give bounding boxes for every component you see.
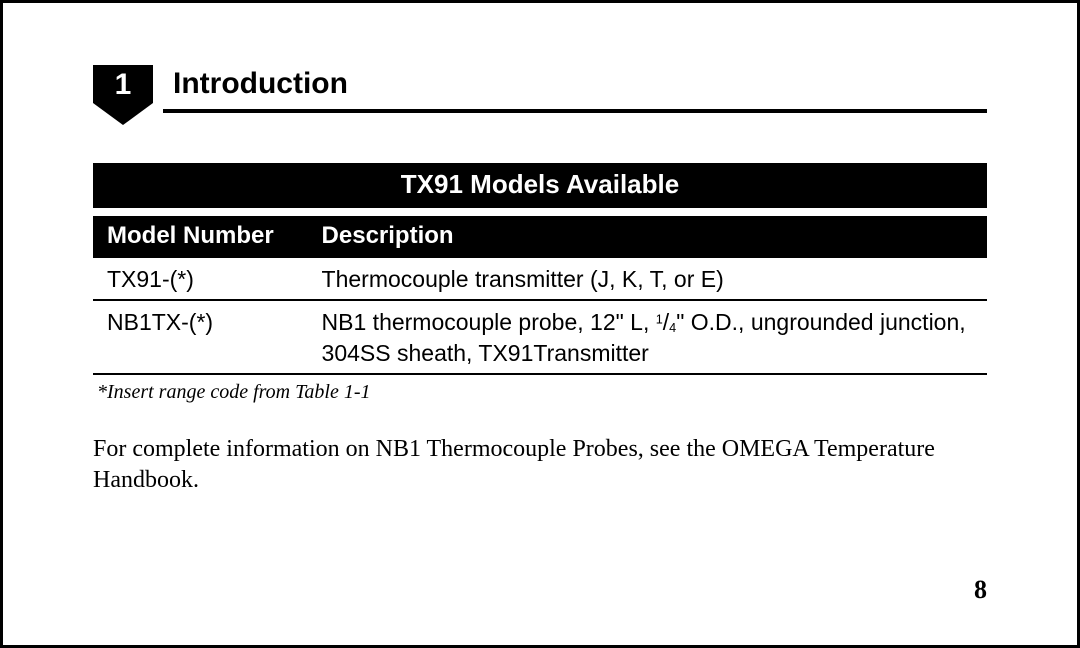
- page-number: 8: [974, 575, 987, 605]
- document-page: 1 Introduction TX91 Models Available Mod…: [0, 0, 1080, 648]
- table-row: TX91-(*) Thermocouple transmitter (J, K,…: [93, 258, 987, 300]
- table-footnote: *Insert range code from Table 1-1: [97, 381, 987, 404]
- table-header-row: Model Number Description: [93, 216, 987, 258]
- cell-description: NB1 thermocouple probe, 12" L, 1/4" O.D.…: [308, 300, 987, 374]
- table-row: NB1TX-(*) NB1 thermocouple probe, 12" L,…: [93, 300, 987, 374]
- models-table: TX91 Models Available Model Number Descr…: [93, 163, 987, 375]
- body-paragraph: For complete information on NB1 Thermoco…: [93, 434, 987, 496]
- table-title-row: TX91 Models Available: [93, 163, 987, 208]
- column-header-model: Model Number: [93, 216, 308, 258]
- cell-model: TX91-(*): [93, 258, 308, 300]
- cell-model: NB1TX-(*): [93, 300, 308, 374]
- chapter-number: 1: [93, 67, 153, 103]
- section-header: 1 Introduction: [93, 73, 987, 133]
- cell-description: Thermocouple transmitter (J, K, T, or E): [308, 258, 987, 300]
- chapter-tab-icon: 1: [93, 65, 153, 115]
- section-title: Introduction: [173, 67, 348, 101]
- section-rule: [163, 109, 987, 113]
- table-title: TX91 Models Available: [93, 163, 987, 208]
- table-spacer-row: [93, 208, 987, 216]
- column-header-description: Description: [308, 216, 987, 258]
